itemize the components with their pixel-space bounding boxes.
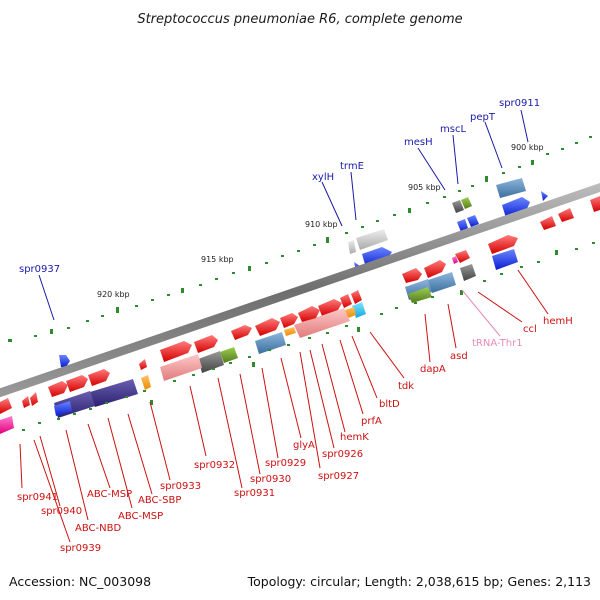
gene-label-spr0939[interactable]: spr0939: [60, 543, 101, 554]
cds-spr0941-domain[interactable]: [0, 416, 14, 434]
cds-dapA[interactable]: [424, 260, 446, 278]
gene-label-ccl[interactable]: ccl: [523, 324, 537, 335]
forward-labels: spr0911 pepT mscL mesH trmE xylH spr0937: [19, 98, 540, 275]
cds-pepT-domain[interactable]: [496, 178, 526, 198]
cds-spr0926[interactable]: [298, 306, 320, 322]
cds-hemK[interactable]: [318, 299, 342, 316]
gene-label-tRNA-Thr1[interactable]: tRNA-Thr1: [472, 338, 523, 349]
gene-label-mscL[interactable]: mscL: [440, 124, 466, 135]
cds-spr0929[interactable]: [231, 325, 252, 340]
scale-label-910: 910 kbp: [305, 220, 338, 229]
cds-spr0931[interactable]: [198, 351, 224, 373]
cds-hemH-3[interactable]: [590, 196, 600, 212]
cds-dapA-domain-2[interactable]: [428, 272, 456, 293]
cds-hemH[interactable]: [540, 216, 556, 230]
trna-Thr1[interactable]: [452, 256, 458, 264]
genome-backbone: [0, 183, 600, 398]
cds-prfA-2[interactable]: [345, 307, 356, 318]
cds-bltD[interactable]: [340, 294, 352, 308]
cds-ABC-NBD-domain-2[interactable]: [54, 401, 72, 416]
gene-label-ABC-SBP[interactable]: ABC-SBP: [138, 495, 181, 506]
gene-label-hemH[interactable]: hemH: [543, 316, 573, 327]
cds-ABC-MSP-2[interactable]: [66, 375, 88, 392]
gene-label-xylH[interactable]: xylH: [312, 172, 334, 183]
cds-spr0911[interactable]: [541, 191, 548, 201]
gene-label-pepT[interactable]: pepT: [470, 112, 496, 123]
gene-label-spr0929[interactable]: spr0929: [265, 458, 306, 469]
gene-label-spr0941[interactable]: spr0941: [17, 492, 58, 503]
cds-glyA-domain-2[interactable]: [255, 332, 286, 354]
cds-hemH-2[interactable]: [558, 208, 574, 222]
gene-label-spr0927[interactable]: spr0927: [318, 471, 359, 482]
cds-hemK-domain[interactable]: [294, 308, 350, 338]
accession-label: Accession: NC_003098: [9, 574, 151, 589]
gene-label-dapA[interactable]: dapA: [420, 364, 446, 375]
gene-label-bltD[interactable]: bltD: [379, 399, 400, 410]
cds-spr0927[interactable]: [280, 313, 298, 328]
inner-tick-ring: [22, 242, 595, 431]
gene-label-spr0931[interactable]: spr0931: [234, 488, 275, 499]
cds-ABC-SBP[interactable]: [141, 375, 151, 390]
gene-label-spr0932[interactable]: spr0932: [194, 460, 235, 471]
gene-label-spr0930[interactable]: spr0930: [250, 474, 291, 485]
gene-label-spr0940[interactable]: spr0940: [41, 506, 82, 517]
cds-spr0941[interactable]: [0, 398, 12, 414]
cds-mscL[interactable]: [457, 219, 468, 232]
gene-label-spr0933[interactable]: spr0933: [160, 481, 201, 492]
cds-pepT[interactable]: [502, 197, 530, 218]
cds-mesH[interactable]: [452, 200, 464, 213]
reverse-leader-lines: [19, 269, 549, 543]
cds-ABC-MSP[interactable]: [88, 369, 110, 386]
forward-strand-features: [59, 178, 548, 367]
cds-spr0931-2[interactable]: [194, 335, 218, 353]
gene-label-spr0937[interactable]: spr0937: [19, 264, 60, 275]
cds-spr0937[interactable]: [59, 355, 70, 367]
gene-label-tdk[interactable]: tdk: [398, 381, 414, 392]
gene-label-ABC-NBD[interactable]: ABC-NBD: [75, 523, 121, 534]
cds-glyA[interactable]: [255, 318, 280, 336]
cds-spr0940[interactable]: [30, 392, 38, 406]
trna-leader-line: [461, 289, 501, 337]
cds-mscL-2[interactable]: [467, 215, 479, 227]
cds-trmE-shadow[interactable]: [348, 240, 356, 254]
cds-spr0933[interactable]: [139, 359, 147, 370]
cds-spr0932-domain[interactable]: [160, 354, 202, 381]
cds-dapA-domain-3[interactable]: [408, 287, 432, 303]
cds-mesH-domain[interactable]: [461, 197, 472, 209]
cds-spr0939[interactable]: [22, 396, 30, 408]
gene-label-mesH[interactable]: mesH: [404, 137, 433, 148]
cds-asd-domain[interactable]: [460, 264, 476, 281]
cds-trmE-domain[interactable]: [356, 229, 388, 250]
cds-dapA-2[interactable]: [402, 268, 422, 283]
gene-label-hemK[interactable]: hemK: [340, 432, 369, 443]
topology-summary: Topology: circular; Length: 2,038,615 bp…: [247, 574, 591, 589]
forward-leader-lines: [38, 109, 529, 321]
map-title: Streptococcus pneumoniae R6, complete ge…: [137, 12, 462, 27]
gene-label-spr0911[interactable]: spr0911: [499, 98, 540, 109]
outer-tick-ring: [8, 136, 592, 342]
gene-label-asd[interactable]: asd: [450, 351, 468, 362]
gene-label-trmE[interactable]: trmE: [340, 161, 364, 172]
cds-asd[interactable]: [455, 250, 470, 263]
gene-label-prfA[interactable]: prfA: [361, 416, 382, 427]
scale-label-915: 915 kbp: [201, 255, 234, 264]
gene-label-ABC-MSP-1[interactable]: ABC-MSP: [87, 489, 132, 500]
cds-ccl-domain[interactable]: [492, 249, 518, 270]
cds-spr0930[interactable]: [220, 347, 238, 363]
reverse-strand-features: [0, 196, 600, 434]
cds-ABC-MSP-domain[interactable]: [90, 379, 138, 407]
reverse-labels: hemH ccl tRNA-Thr1 asd dapA tdk bltD prf…: [17, 316, 573, 554]
cds-spr0932[interactable]: [160, 341, 192, 362]
gene-label-glyA[interactable]: glyA: [293, 440, 315, 451]
cds-tdk[interactable]: [351, 290, 362, 304]
gene-label-ABC-MSP-2[interactable]: ABC-MSP: [118, 511, 163, 522]
scale-label-905: 905 kbp: [408, 183, 441, 192]
cds-ABC-NBD[interactable]: [48, 381, 68, 397]
scale-label-900: 900 kbp: [511, 143, 544, 152]
gene-label-spr0926[interactable]: spr0926: [322, 449, 363, 460]
cds-ccl[interactable]: [488, 235, 518, 254]
scale-label-920: 920 kbp: [97, 290, 130, 299]
cds-glyA-domain[interactable]: [284, 327, 296, 336]
